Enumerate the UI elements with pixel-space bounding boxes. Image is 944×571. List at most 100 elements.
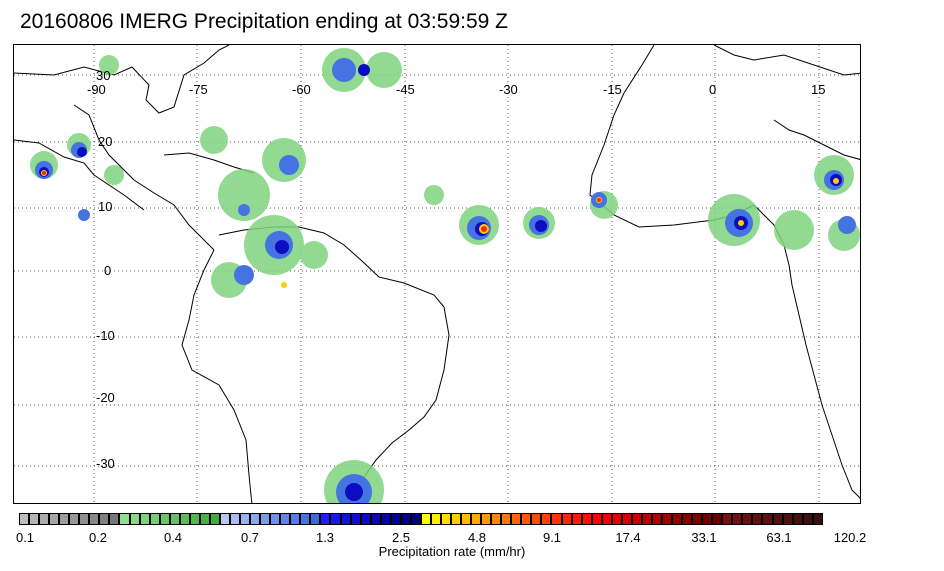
colorbar-cell	[802, 513, 813, 525]
colorbar-cell	[99, 513, 110, 525]
colorbar-cell	[501, 513, 512, 525]
colorbar-cell	[732, 513, 743, 525]
colorbar-cell	[209, 513, 220, 525]
colorbar-cell	[69, 513, 80, 525]
colorbar-cell	[752, 513, 763, 525]
colorbar-cell	[812, 513, 823, 525]
colorbar-cell	[280, 513, 291, 525]
lat-label-20: 20	[98, 134, 113, 149]
colorbar-tick-0.2: 0.2	[88, 530, 108, 545]
precipitation-map	[13, 44, 861, 504]
colorbar-cell	[712, 513, 723, 525]
lon-label-15: 15	[811, 82, 826, 97]
lat-label-30: 30	[96, 68, 111, 83]
colorbar-cell	[762, 513, 773, 525]
colorbar-cell	[39, 513, 50, 525]
lat-label-10: 10	[98, 199, 113, 214]
colorbar-cell	[29, 513, 40, 525]
colorbar-cell	[772, 513, 783, 525]
colorbar-cell	[380, 513, 391, 525]
lon-label-neg30: -30	[499, 82, 518, 97]
colorbar-cell	[631, 513, 642, 525]
lon-label-0: 0	[709, 82, 717, 97]
colorbar-cell	[390, 513, 401, 525]
colorbar-cell	[260, 513, 271, 525]
coastlines	[14, 45, 860, 503]
colorbar-cell	[792, 513, 803, 525]
colorbar-cell	[79, 513, 90, 525]
colorbar-cell	[551, 513, 562, 525]
colorbar-cell	[119, 513, 130, 525]
colorbar-cell	[310, 513, 321, 525]
colorbar-tick-120.2: 120.2	[833, 530, 867, 545]
colorbar-tick-0.1: 0.1	[15, 530, 35, 545]
colorbar-cell	[420, 513, 431, 525]
graticule	[14, 45, 860, 503]
colorbar-cell	[571, 513, 582, 525]
colorbar-tick-9.1: 9.1	[542, 530, 562, 545]
precipitation-field	[30, 48, 860, 503]
colorbar-cell	[692, 513, 703, 525]
lon-label-neg60: -60	[292, 82, 311, 97]
colorbar-cell	[139, 513, 150, 525]
colorbar-cell	[240, 513, 251, 525]
colorbar-cell	[360, 513, 371, 525]
colorbar-cell	[149, 513, 160, 525]
colorbar-cell	[440, 513, 452, 525]
lon-label-neg75: -75	[189, 82, 208, 97]
map-canvas	[14, 45, 860, 503]
colorbar-cell	[702, 513, 713, 525]
colorbar-cell	[410, 513, 421, 525]
colorbar-cell	[682, 513, 693, 525]
colorbar	[19, 513, 823, 526]
colorbar-cell	[270, 513, 281, 525]
colorbar-cell	[350, 513, 361, 525]
colorbar-cell	[451, 513, 462, 525]
colorbar-cell	[601, 513, 612, 525]
colorbar-tick-2.5: 2.5	[391, 530, 411, 545]
colorbar-cell	[169, 513, 180, 525]
colorbar-tick-17.4: 17.4	[615, 530, 641, 545]
colorbar-cell	[320, 513, 331, 525]
colorbar-tick-0.7: 0.7	[240, 530, 260, 545]
colorbar-cell	[662, 513, 673, 525]
colorbar-cell	[159, 513, 170, 525]
colorbar-cell	[742, 513, 753, 525]
colorbar-cell	[782, 513, 793, 525]
colorbar-cell	[19, 513, 30, 525]
colorbar-cell	[49, 513, 60, 525]
colorbar-cell	[400, 513, 411, 525]
colorbar-cell	[471, 513, 482, 525]
colorbar-cell	[561, 513, 572, 525]
colorbar-tick-1.3: 1.3	[315, 530, 335, 545]
colorbar-cell	[290, 513, 301, 525]
colorbar-cell	[481, 513, 492, 525]
map-title: 20160806 IMERG Precipitation ending at 0…	[20, 10, 508, 33]
colorbar-cell	[651, 513, 662, 525]
colorbar-cell	[531, 513, 542, 525]
lat-label-neg20: -20	[96, 390, 115, 405]
colorbar-cell	[672, 513, 683, 525]
colorbar-cell	[189, 513, 200, 525]
lat-label-0: 0	[104, 263, 112, 278]
colorbar-tick-4.8: 4.8	[467, 530, 487, 545]
colorbar-cell	[129, 513, 140, 525]
colorbar-cell	[581, 513, 592, 525]
colorbar-cell	[229, 513, 241, 525]
colorbar-cell	[722, 513, 733, 525]
lon-label-neg15: -15	[603, 82, 622, 97]
colorbar-cell	[89, 513, 100, 525]
colorbar-tick-0.4: 0.4	[163, 530, 183, 545]
colorbar-tick-33.1: 33.1	[691, 530, 717, 545]
colorbar-cell	[340, 513, 351, 525]
colorbar-cell	[219, 513, 230, 525]
colorbar-cell	[179, 513, 190, 525]
colorbar-cell	[511, 513, 522, 525]
colorbar-cell	[461, 513, 472, 525]
colorbar-cell	[59, 513, 70, 525]
lat-label-neg10: -10	[96, 328, 115, 343]
colorbar-cell	[300, 513, 311, 525]
colorbar-cell	[521, 513, 532, 525]
lon-label-neg45: -45	[396, 82, 415, 97]
colorbar-tick-63.1: 63.1	[766, 530, 792, 545]
